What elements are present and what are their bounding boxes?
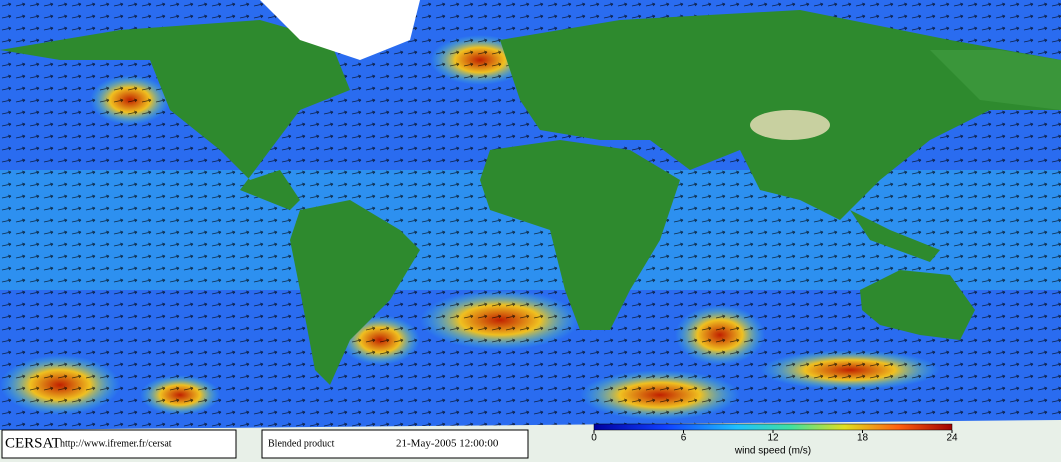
colorbar-label: wind speed (m/s) [734, 446, 811, 457]
colorbar-gradient [593, 423, 953, 431]
product: Blended product [268, 438, 335, 449]
logo: CERSAT [5, 435, 61, 451]
date: 21-May-2005 12:00:00 [396, 438, 499, 450]
colorbar: wind speed (m/s) 0 6 12 18 24 [591, 423, 958, 457]
colorbar-tick-label: 12 [767, 433, 779, 444]
colorbar-tick-label: 0 [591, 433, 597, 444]
colorbar-tick-label: 24 [946, 433, 958, 444]
colorbar-tick-label: 6 [681, 433, 687, 444]
colorbar-tick-label: 18 [857, 433, 869, 444]
info-box: CERSAT http://www.ifremer.fr/cersat Blen… [1, 429, 529, 459]
url: http://www.ifremer.fr/cersat [60, 438, 172, 449]
